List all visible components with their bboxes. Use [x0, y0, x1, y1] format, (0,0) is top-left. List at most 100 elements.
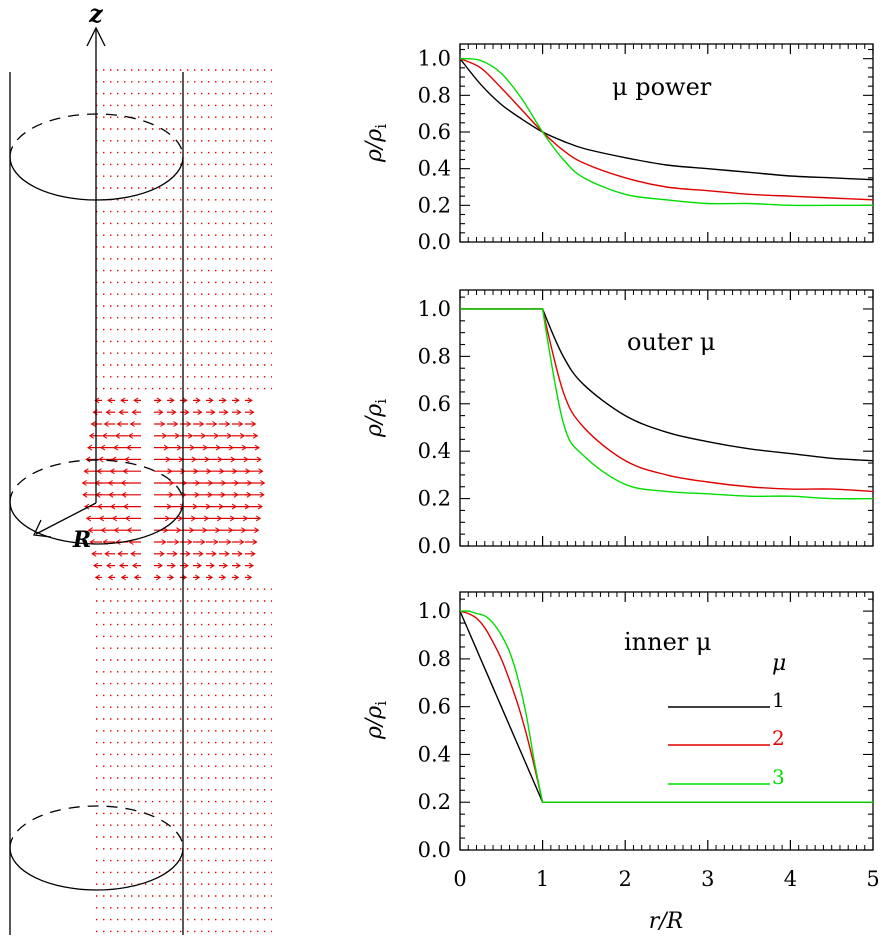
- flow-arrowhead: [97, 503, 103, 510]
- flow-arrowhead: [239, 539, 245, 545]
- flow-arrowhead: [220, 574, 227, 581]
- series-line-mu-2: [459, 58, 874, 201]
- flow-arrowhead: [100, 527, 106, 534]
- flow-arrowhead: [196, 562, 202, 569]
- x-tick-labels: 0 1 2 3 4 5: [453, 867, 879, 891]
- flow-arrowhead: [239, 432, 246, 439]
- y-tick-label: 0.0: [418, 534, 451, 558]
- flow-arrowhead: [195, 397, 201, 404]
- svg-text:ρ/ρi: ρ/ρi: [362, 399, 390, 438]
- flow-arrowhead: [127, 432, 134, 439]
- flow-arrowhead: [257, 503, 263, 510]
- y-tick-label: 0.8: [418, 647, 451, 671]
- flow-arrowhead: [222, 562, 228, 569]
- flow-arrowhead: [234, 397, 240, 404]
- series-line-mu-3: [460, 308, 874, 500]
- flow-arrowhead: [105, 409, 111, 416]
- flow-arrowhead: [124, 515, 131, 522]
- flow-arrowhead: [221, 397, 227, 404]
- flow-arrowhead: [211, 550, 217, 557]
- flow-arrowhead: [207, 574, 214, 581]
- flow-arrowhead: [87, 527, 93, 534]
- y-tick-label: 0.4: [418, 157, 451, 181]
- y-tick-labels: 0.0 0.2 0.4 0.6 0.8 1.0: [418, 599, 451, 862]
- flow-arrowhead: [156, 397, 162, 404]
- y-tick-label: 0.0: [418, 230, 451, 254]
- flow-arrowhead: [210, 409, 216, 416]
- flow-arrowhead: [120, 397, 126, 404]
- flow-arrowhead: [109, 468, 115, 475]
- flow-arrowhead: [260, 480, 266, 486]
- flow-arrowhead: [107, 397, 113, 404]
- y-tick-label: 0.4: [418, 439, 451, 463]
- flow-arrowhead: [223, 409, 229, 416]
- flow-arrowhead: [121, 491, 127, 498]
- flow-arrowhead: [258, 468, 264, 475]
- flow-arrowhead: [122, 468, 128, 475]
- flow-arrowhead: [118, 409, 124, 416]
- flow-arrowhead: [198, 550, 204, 557]
- flow-arrowhead: [123, 503, 129, 510]
- flow-arrowhead: [129, 421, 135, 427]
- y-tick-label: 0.6: [418, 392, 451, 416]
- flow-arrowhead: [103, 421, 109, 427]
- flow-arrowhead: [252, 432, 259, 439]
- flow-arrowhead: [187, 432, 194, 439]
- flow-arrowhead: [85, 456, 91, 463]
- flow-arrowhead: [236, 409, 242, 416]
- flow-arrowhead: [133, 574, 140, 581]
- y-tick-label: 0.4: [418, 742, 451, 766]
- flow-arrowhead: [174, 539, 180, 545]
- panel-title: outer μ: [627, 328, 715, 356]
- y-axis-label: ρ/ρi: [362, 701, 390, 740]
- flow-arrowhead: [98, 456, 104, 463]
- flow-arrowhead: [237, 550, 243, 557]
- flow-arrowhead: [116, 421, 122, 427]
- flow-arrowhead: [226, 539, 232, 545]
- axis-ticks: [459, 592, 874, 851]
- flow-arrowhead: [238, 421, 244, 427]
- flow-arrowhead: [183, 562, 189, 569]
- axis-ticks: [459, 290, 874, 547]
- flow-arrowhead: [187, 539, 193, 545]
- flow-arrowhead: [182, 397, 188, 404]
- flow-arrowhead: [254, 444, 260, 451]
- flow-arrowhead: [94, 574, 101, 581]
- flow-arrowhead: [114, 432, 121, 439]
- flow-arrowhead: [113, 527, 119, 534]
- flow-arrowhead: [185, 550, 191, 557]
- flow-arrowhead: [200, 432, 207, 439]
- flow-arrowhead: [108, 491, 114, 498]
- y-tick-label: 0.2: [418, 790, 451, 814]
- radius-arrowhead: [33, 519, 52, 538]
- flow-arrowhead: [91, 550, 97, 557]
- radius-arrow: [35, 502, 97, 535]
- flow-arrowhead: [224, 550, 230, 557]
- flow-field: [81, 69, 272, 933]
- flow-arrowhead: [107, 574, 114, 581]
- flow-arrowhead: [113, 444, 119, 451]
- x-tick-label: 5: [866, 867, 879, 891]
- cross-section-bottom-back: [9, 805, 184, 849]
- flow-arrowhead: [170, 562, 176, 569]
- y-tick-label: 1.0: [418, 297, 451, 321]
- flow-arrowhead: [212, 421, 218, 427]
- panel-title: inner μ: [624, 628, 712, 656]
- flow-arrowhead: [106, 562, 112, 569]
- flow-arrowhead: [98, 515, 105, 522]
- flow-arrowhead: [251, 421, 257, 427]
- flow-arrowhead: [172, 550, 178, 557]
- flow-arrowhead: [200, 539, 206, 545]
- z-axis-arrowhead: [86, 26, 106, 47]
- panel-outer-mu: 0.0 0.2 0.4 0.6 0.8 1.0 outer μ ρ/ρi: [362, 289, 874, 558]
- flow-arrowhead: [233, 574, 240, 581]
- legend-title: μ: [772, 651, 786, 676]
- x-tick-label: 2: [619, 867, 632, 891]
- flow-arrowhead: [101, 432, 108, 439]
- flow-arrowhead: [126, 527, 132, 534]
- y-tick-labels: 0.0 0.2 0.4 0.6 0.8 1.0: [418, 297, 451, 558]
- y-tick-label: 0.6: [418, 120, 451, 144]
- series-line-mu-3: [459, 57, 873, 207]
- flow-arrowhead: [184, 409, 190, 416]
